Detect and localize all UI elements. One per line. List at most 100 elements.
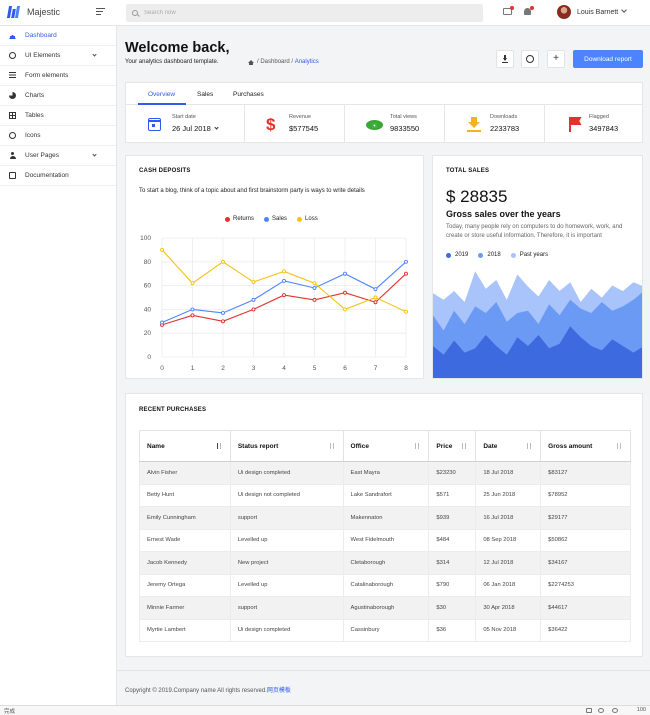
footer-link[interactable]: 网页模板 [266,688,291,694]
legend-label: Returns [233,216,255,222]
overview-card: Overview Sales Purchases Start date 26 J… [125,82,643,143]
data-point [404,271,408,276]
data-point [282,269,286,274]
table-row[interactable]: Emily Cunningham support Makennaton $939 16 … [139,506,631,530]
y-tick-label: 40 [144,306,152,313]
table-cell: $23230 [428,461,477,485]
user-name[interactable]: Louis Barnett [577,9,619,16]
data-point [404,309,408,314]
cash-deposits-card: CASH DEPOSITS To start a blog, think of … [125,155,424,379]
column-header-name[interactable]: Name [139,430,231,462]
table-row[interactable]: Jeremy Ortega Levelled up Catalinaborough $… [139,574,631,597]
legend-item[interactable]: Loss [297,216,318,222]
sound-icon[interactable] [598,708,604,713]
table-cell: Betty Hunt [139,484,231,507]
card-title: CASH DEPOSITS [139,168,191,174]
sort-icon [216,443,222,450]
sidebar-item-icons[interactable]: Icons [0,126,116,146]
data-point [343,307,347,312]
download-button[interactable] [496,50,514,68]
table-row[interactable]: Ernest Wade Levelled up West Fidelmouth $48… [139,529,631,552]
table-cell: Ui design completed [230,461,344,485]
sort-icon [462,443,467,450]
sidebar-item-label: Form elements [25,72,69,79]
brand-logo-icon [6,6,22,18]
download-icon [502,58,507,61]
top-bar: Majestic Louis Barnett [0,0,650,26]
data-point [251,307,256,312]
legend-item[interactable]: Sales [264,216,287,222]
table-row[interactable]: Myrtie Lambert Ui design completed Cassinb… [139,619,631,642]
table-cell: Levelled up [230,529,344,552]
sidebar-item-label: Icons [25,132,41,139]
column-header-office[interactable]: Office [342,430,430,462]
tab-purchases[interactable]: Purchases [233,91,264,98]
stat-value: 3497843 [589,124,619,133]
line-chart: 0 20 40 60 80 100 0 1 2 3 4 5 6 7 8 [140,235,408,372]
zoom-icon[interactable] [612,708,618,713]
menu-toggle-icon[interactable] [96,8,105,17]
sidebar-item-charts[interactable]: Charts [0,86,116,106]
bell-icon[interactable] [522,6,534,18]
table-cell: Catalinaborough [343,574,430,597]
table-row[interactable]: Minnie Farmer support Agustinaborough $30 30… [139,596,631,620]
notification-dot [510,6,514,10]
data-point [190,281,195,286]
column-header-price[interactable]: Price [428,430,477,462]
area-chart [433,271,642,378]
sidebar-item-dashboard[interactable]: Dashboard [0,26,116,46]
table-cell: $36422 [540,619,631,642]
brand[interactable]: Majestic [6,6,60,18]
data-point [221,311,225,315]
legend-item[interactable]: Returns [225,216,254,222]
column-header-gross[interactable]: Gross amount [540,430,631,462]
y-tick-label: 80 [144,259,152,266]
home-icon[interactable] [248,59,254,65]
tab-overview[interactable]: Overview [148,91,176,98]
table-cell: $314 [428,551,477,575]
x-tick-label: 0 [160,365,164,372]
table-cell: Jacob Kennedy [139,551,231,575]
history-button[interactable] [521,50,539,68]
table-cell: $36 [428,619,477,642]
sidebar-item-form-elements[interactable]: Form elements [0,66,116,86]
column-header-status[interactable]: Status report [229,430,344,462]
area-series-2019 [433,326,642,378]
window-icon[interactable] [586,708,592,713]
breadcrumb-separator: / [291,59,294,65]
sidebar-item-label: UI Elements [25,52,61,59]
start-date-select[interactable]: 26 Jul 2018 [172,124,219,133]
sort-icon [617,443,622,450]
avatar[interactable] [557,5,571,19]
search-input[interactable] [144,10,444,16]
table-row[interactable]: Alvin Fisher Ui design completed East Mayr… [139,461,631,485]
sort-icon [415,443,420,450]
sidebar-item-documentation[interactable]: Documentation [0,166,116,186]
data-point [282,293,286,298]
sidebar-item-user-pages[interactable]: User Pages [0,146,116,166]
sidebar-item-tables[interactable]: Tables [0,106,116,126]
sidebar-item-ui-elements[interactable]: UI Elements [0,46,116,66]
table-cell: $50862 [540,529,631,552]
add-button[interactable]: + [547,50,565,68]
table-cell: Jeremy Ortega [139,574,231,597]
x-tick-label: 3 [252,365,256,372]
data-point [221,319,225,324]
footer-text: Copyright © 2019.Company name All rights… [125,688,291,694]
column-header-date[interactable]: Date [475,430,542,462]
table-cell: Cletaborough [343,551,430,575]
messages-icon[interactable] [502,6,514,18]
table-cell: Myrtie Lambert [139,619,231,642]
stat-label: Flagged [589,114,609,120]
chevron-down-icon[interactable] [621,7,627,13]
table-cell: $2274253 [540,574,631,597]
breadcrumb-dashboard[interactable]: Dashboard [260,59,290,65]
breadcrumb: / Dashboard / Analytics [248,59,319,65]
download-report-button[interactable]: Download report [573,50,643,68]
calendar-icon [148,118,161,131]
table-cell: Agustinaborough [343,596,430,620]
table-row[interactable]: Betty Hunt Ui design not completed Lake Sa… [139,484,631,507]
table-row[interactable]: Jacob Kennedy New project Cletaborough $314… [139,551,631,575]
tab-sales[interactable]: Sales [197,91,214,98]
stat-value: 2233783 [490,124,520,133]
